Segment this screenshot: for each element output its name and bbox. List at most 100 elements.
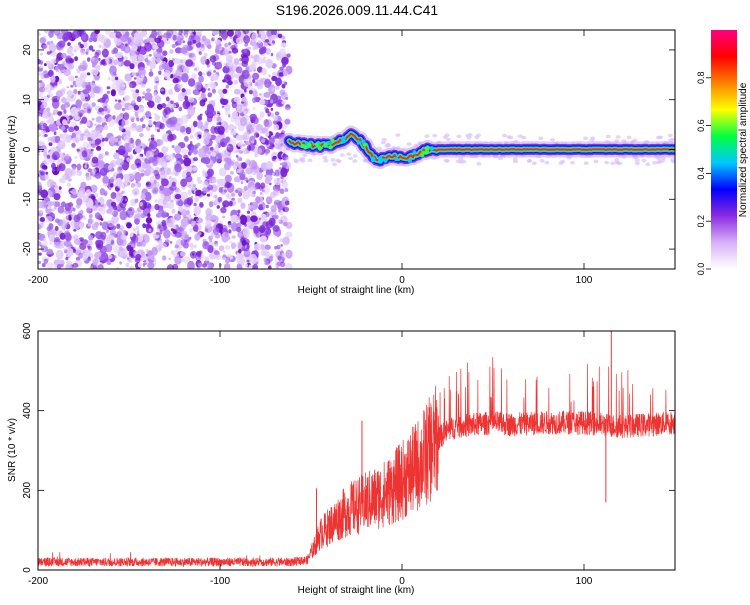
noise-blob xyxy=(263,257,268,262)
noise-blob xyxy=(151,187,159,195)
noise-blob xyxy=(42,123,48,128)
noise-blob xyxy=(227,30,234,37)
noise-blob xyxy=(84,164,87,169)
noise-blob xyxy=(322,155,328,160)
noise-blob xyxy=(193,149,198,155)
noise-blob xyxy=(70,84,74,88)
noise-blob xyxy=(273,115,278,121)
noise-blob xyxy=(174,255,182,265)
noise-blob xyxy=(278,209,281,213)
noise-blob xyxy=(94,30,100,35)
noise-blob xyxy=(205,219,212,228)
noise-blob xyxy=(231,47,239,54)
noise-blob xyxy=(284,188,289,192)
noise-blob xyxy=(549,138,555,142)
noise-blob xyxy=(78,113,83,117)
noise-blob xyxy=(99,256,105,261)
noise-blob xyxy=(259,217,262,221)
noise-blob xyxy=(217,125,225,135)
noise-blob xyxy=(156,156,164,165)
noise-blob xyxy=(174,232,182,238)
colorbar-tick-label: 0.8 xyxy=(696,72,706,85)
noise-blob xyxy=(192,39,197,44)
noise-blob xyxy=(256,148,263,155)
noise-blob xyxy=(145,110,152,119)
noise-blob xyxy=(276,99,284,106)
noise-blob xyxy=(53,241,62,249)
noise-blob xyxy=(283,153,286,157)
noise-blob xyxy=(151,56,156,63)
noise-blob xyxy=(41,96,49,103)
noise-blob xyxy=(223,250,226,254)
noise-blob xyxy=(94,123,97,126)
noise-blob xyxy=(180,251,186,257)
noise-blob xyxy=(197,179,203,184)
noise-blob xyxy=(38,58,41,65)
noise-blob xyxy=(114,76,119,81)
noise-blob xyxy=(147,262,155,269)
noise-blob xyxy=(136,96,142,103)
noise-blob xyxy=(281,100,286,105)
noise-blob xyxy=(38,32,41,36)
noise-blob xyxy=(258,30,264,35)
noise-blob xyxy=(38,260,42,265)
noise-blob xyxy=(231,71,235,75)
noise-blob xyxy=(112,115,116,120)
noise-blob xyxy=(144,191,152,202)
noise-blob xyxy=(47,92,54,98)
signal-track-blob xyxy=(341,138,346,144)
noise-blob xyxy=(131,71,136,77)
noise-blob xyxy=(182,230,187,236)
noise-blob xyxy=(109,135,116,144)
noise-blob xyxy=(145,163,152,171)
noise-blob xyxy=(352,159,358,163)
snr-x-label: Height of straight line (km) xyxy=(298,585,415,596)
noise-blob xyxy=(45,171,49,175)
noise-blob xyxy=(215,48,220,54)
x-tick-label: 0 xyxy=(399,275,405,286)
noise-blob xyxy=(79,101,83,105)
noise-blob xyxy=(110,72,114,76)
noise-blob xyxy=(140,74,145,78)
noise-blob xyxy=(181,148,189,155)
noise-blob xyxy=(65,256,69,261)
spectrogram-x-axis: -200 -100 0 100 xyxy=(28,30,593,286)
noise-blob xyxy=(213,194,218,199)
noise-blob xyxy=(171,145,175,149)
noise-blob xyxy=(110,183,114,188)
noise-blob xyxy=(245,167,253,175)
noise-blob xyxy=(117,135,122,140)
noise-blob xyxy=(49,242,52,245)
noise-blob xyxy=(277,33,283,39)
noise-blob xyxy=(148,116,152,120)
noise-blob xyxy=(225,192,232,200)
noise-blob xyxy=(71,30,80,39)
noise-blob xyxy=(169,49,174,54)
noise-blob xyxy=(46,200,54,207)
noise-blob xyxy=(531,161,537,166)
noise-blob xyxy=(118,166,123,171)
noise-blob xyxy=(157,152,164,158)
y-tick-label: 400 xyxy=(22,402,33,419)
noise-blob xyxy=(406,142,412,146)
noise-blob xyxy=(307,158,313,163)
noise-blob xyxy=(222,215,226,219)
noise-blob xyxy=(195,189,202,196)
noise-blob xyxy=(348,156,354,161)
noise-blob xyxy=(185,126,192,135)
noise-blob xyxy=(277,218,281,223)
noise-blob xyxy=(281,161,288,168)
noise-blob xyxy=(281,42,287,48)
noise-blob xyxy=(153,179,157,184)
noise-blob xyxy=(97,206,102,210)
snr-x-axis: -200 -100 0 100 xyxy=(28,331,593,587)
noise-blob xyxy=(123,248,128,252)
colorbar-gradient xyxy=(711,30,737,269)
noise-blob xyxy=(264,177,271,185)
noise-blob xyxy=(184,234,189,239)
noise-blob xyxy=(244,88,247,93)
noise-blob xyxy=(48,30,54,38)
noise-blob xyxy=(118,140,122,145)
noise-blob xyxy=(137,54,146,62)
noise-blob xyxy=(218,121,222,126)
